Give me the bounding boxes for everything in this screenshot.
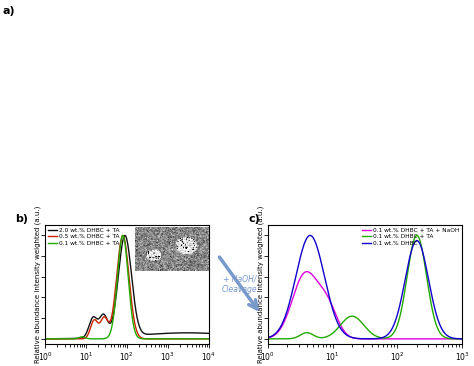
Text: b): b) (16, 214, 28, 224)
Text: a): a) (2, 7, 15, 16)
X-axis label: $\mathit{R}_{app}$ (nm): $\mathit{R}_{app}$ (nm) (343, 365, 387, 366)
Y-axis label: Relative abundance intensity weighted (a.u.): Relative abundance intensity weighted (a… (35, 206, 41, 363)
Legend: 0.1 wt.% DHBC + TA + NaOH, 0.1 wt.% DHBC + TA, 0.1 wt.% DHBC: 0.1 wt.% DHBC + TA + NaOH, 0.1 wt.% DHBC… (362, 228, 459, 246)
Text: + NaOH/
Cleavage: + NaOH/ Cleavage (221, 275, 257, 294)
Y-axis label: Relative abundance intensity weighted (a.u.): Relative abundance intensity weighted (a… (257, 206, 264, 363)
Text: c): c) (248, 214, 260, 224)
X-axis label: $\mathit{R}_{app}$ (nm): $\mathit{R}_{app}$ (nm) (105, 365, 149, 366)
Legend: 2.0 wt.% DHBC + TA, 0.5 wt.% DHBC + TA, 0.1 wt.% DHBC + TA: 2.0 wt.% DHBC + TA, 0.5 wt.% DHBC + TA, … (48, 228, 119, 246)
